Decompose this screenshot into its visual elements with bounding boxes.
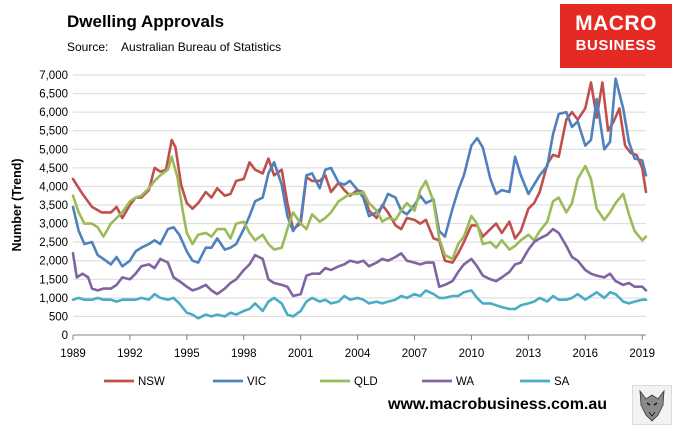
x-tick-label: 2004 bbox=[345, 348, 371, 360]
series-line-vic bbox=[71, 77, 648, 268]
series-line-qld bbox=[71, 155, 648, 261]
x-tick-label: 2013 bbox=[516, 348, 542, 360]
y-tick-label: 4,000 bbox=[39, 181, 68, 193]
y-tick-label: 6,000 bbox=[39, 107, 68, 119]
y-tick-label: 1,500 bbox=[39, 274, 68, 286]
y-tick-label: 500 bbox=[49, 311, 68, 323]
x-tick-label: 1992 bbox=[117, 348, 143, 360]
x-tick-label: 2001 bbox=[288, 348, 314, 360]
x-tick-label: 2007 bbox=[402, 348, 428, 360]
y-tick-label: 4,500 bbox=[39, 163, 68, 175]
x-tick-label: 1989 bbox=[60, 348, 86, 360]
x-tick-label: 2019 bbox=[629, 348, 655, 360]
y-tick-label: 2,000 bbox=[39, 256, 68, 268]
legend-label-wa: WA bbox=[456, 376, 474, 388]
chart-title: Dwelling Approvals bbox=[67, 12, 225, 31]
y-tick-label: 3,000 bbox=[39, 219, 68, 231]
source-label: Source: bbox=[67, 40, 109, 54]
wolf-logo-icon bbox=[632, 385, 672, 425]
x-tick-label: 1995 bbox=[174, 348, 200, 360]
website-url: www.macrobusiness.com.au bbox=[388, 396, 608, 413]
y-tick-label: 0 bbox=[62, 330, 68, 342]
y-tick-label: 1,000 bbox=[39, 293, 68, 305]
series-line-nsw bbox=[71, 81, 648, 264]
y-tick-label: 5,000 bbox=[39, 144, 68, 156]
legend-label-sa: SA bbox=[554, 376, 570, 388]
y-tick-label: 2,500 bbox=[39, 237, 68, 249]
x-tick-label: 2010 bbox=[459, 348, 485, 360]
x-tick-label: 1998 bbox=[231, 348, 257, 360]
source-line: Source: Australian Bureau of Statistics bbox=[67, 40, 281, 54]
y-tick-label: 7,000 bbox=[39, 70, 68, 82]
y-axis-label: Number (Trend) bbox=[10, 158, 24, 251]
series-line-wa bbox=[71, 227, 648, 298]
logo-line-1: MACRO bbox=[575, 12, 657, 35]
logo-line-2: BUSINESS bbox=[575, 37, 657, 54]
series-line-sa bbox=[71, 289, 648, 320]
x-tick-label: 2016 bbox=[572, 348, 598, 360]
y-tick-label: 3,500 bbox=[39, 200, 68, 212]
y-tick-label: 6,500 bbox=[39, 89, 68, 101]
legend-label-qld: QLD bbox=[354, 376, 378, 388]
source-value: Australian Bureau of Statistics bbox=[121, 40, 282, 54]
legend-label-vic: VIC bbox=[247, 376, 266, 388]
y-tick-label: 5,500 bbox=[39, 126, 68, 138]
legend-label-nsw: NSW bbox=[138, 376, 165, 388]
macrobusiness-logo: MACRO BUSINESS bbox=[560, 4, 672, 68]
